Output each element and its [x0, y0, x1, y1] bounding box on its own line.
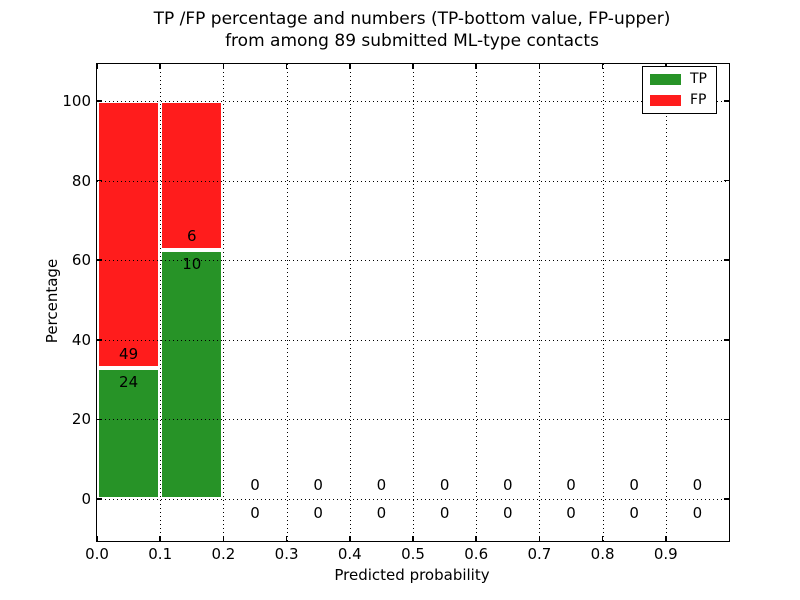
- x-tick-bottom: [222, 536, 225, 541]
- gridline-vertical: [223, 64, 225, 541]
- x-tick-label: 0.9: [653, 545, 678, 563]
- gridline-vertical: [602, 64, 604, 541]
- x-tick-bottom: [475, 536, 477, 541]
- x-tick-label: 0.6: [464, 545, 489, 563]
- x-tick-label: 0.7: [527, 545, 552, 563]
- fp-count-label: 0: [629, 476, 639, 494]
- gridline-vertical: [286, 64, 288, 541]
- y-tick-right: [724, 498, 729, 500]
- tp-count-label: 0: [629, 504, 639, 522]
- bar-segment-fp: [160, 101, 224, 251]
- y-tick-label: 60: [71, 251, 91, 270]
- y-tick-label: 40: [71, 330, 91, 349]
- legend-label-tp: TP: [690, 71, 707, 87]
- legend: TP FP: [642, 66, 717, 114]
- x-tick-label: 0.0: [85, 545, 109, 563]
- y-tick-label: 100: [62, 92, 91, 110]
- y-tick-left: [97, 339, 102, 341]
- y-tick-left: [97, 259, 102, 261]
- x-tick-bottom: [159, 536, 161, 541]
- y-tick-right: [724, 418, 729, 421]
- x-tick-top: [96, 64, 98, 69]
- legend-label-fp: FP: [690, 92, 707, 108]
- tp-count-label: 0: [439, 504, 450, 522]
- fp-count-label: 0: [566, 476, 576, 494]
- fp-count-label: 49: [119, 345, 139, 364]
- y-tick-label: 80: [71, 171, 91, 190]
- x-tick-top: [222, 64, 225, 69]
- x-tick-bottom: [412, 536, 414, 541]
- fp-count-label: 0: [439, 476, 450, 494]
- fp-count-label: 0: [250, 476, 260, 494]
- chart-title: TP /FP percentage and numbers (TP-bottom…: [96, 8, 728, 52]
- gridline-vertical: [665, 64, 667, 541]
- x-tick-label: 0.1: [148, 545, 173, 563]
- y-tick-label: 20: [71, 410, 91, 429]
- y-tick-left: [97, 418, 102, 421]
- y-tick-left: [97, 100, 102, 102]
- fp-count-label: 0: [503, 476, 513, 494]
- x-tick-bottom: [665, 536, 667, 541]
- x-tick-bottom: [96, 536, 98, 541]
- x-tick-label: 0.5: [401, 545, 425, 563]
- legend-item-tp: TP: [650, 72, 707, 86]
- tp-count-label: 24: [119, 373, 139, 392]
- tp-color-swatch: [650, 73, 681, 85]
- x-tick-label: 0.8: [590, 545, 615, 563]
- x-tick-bottom: [285, 536, 288, 541]
- tp-count-label: 0: [313, 504, 323, 522]
- chart-title-line1: TP /FP percentage and numbers (TP-bottom…: [153, 9, 671, 29]
- y-tick-right: [724, 100, 729, 102]
- gridline-vertical: [160, 64, 162, 541]
- x-tick-bottom: [601, 536, 604, 541]
- fp-color-swatch: [650, 94, 681, 106]
- x-axis-label: Predicted probability: [334, 566, 490, 584]
- y-tick-left: [97, 179, 102, 182]
- y-tick-left: [97, 498, 102, 500]
- chart-title-line2: from among 89 submitted ML-type contacts: [225, 31, 599, 51]
- fp-count-label: 0: [692, 476, 703, 494]
- y-tick-right: [724, 179, 729, 182]
- bar-segment-tp: [97, 368, 161, 499]
- tp-count-label: 0: [566, 504, 576, 522]
- y-tick-right: [724, 339, 729, 341]
- tp-count-label: 0: [250, 504, 260, 522]
- y-axis-label: Percentage: [43, 258, 61, 344]
- bar-segment-tp: [160, 250, 224, 499]
- x-tick-bottom: [349, 536, 351, 541]
- gridline-vertical: [413, 64, 414, 541]
- x-tick-label: 0.3: [274, 545, 299, 563]
- x-tick-top: [475, 64, 477, 69]
- gridline-vertical: [476, 64, 478, 541]
- tp-count-label: 0: [503, 504, 513, 522]
- tp-count-label: 0: [376, 504, 387, 522]
- gridline-vertical: [349, 64, 351, 541]
- fp-count-label: 0: [313, 476, 323, 494]
- x-tick-top: [159, 64, 161, 69]
- tp-count-label: 10: [182, 255, 202, 274]
- x-tick-top: [601, 64, 604, 69]
- gridline-vertical: [539, 64, 541, 541]
- legend-item-fp: FP: [650, 93, 707, 107]
- fp-count-label: 0: [376, 476, 387, 494]
- plot-area: TP FP 49 24 6 10 0 0 0 0 0 0 0 0 0 0 0 0 0 0 0 0 0.0 0.1 0.2 0.…: [62, 63, 730, 563]
- x-tick-bottom: [538, 536, 541, 541]
- y-tick-right: [724, 259, 729, 261]
- x-tick-top: [349, 64, 351, 69]
- x-tick-top: [285, 64, 288, 69]
- fp-count-label: 6: [187, 227, 197, 246]
- x-tick-top: [412, 64, 414, 69]
- y-tick-label: 0: [81, 490, 91, 508]
- x-tick-label: 0.2: [211, 545, 236, 563]
- x-tick-top: [538, 64, 541, 69]
- bar-segment-fp: [97, 101, 161, 369]
- tp-count-label: 0: [692, 504, 703, 522]
- x-tick-label: 0.4: [337, 545, 362, 563]
